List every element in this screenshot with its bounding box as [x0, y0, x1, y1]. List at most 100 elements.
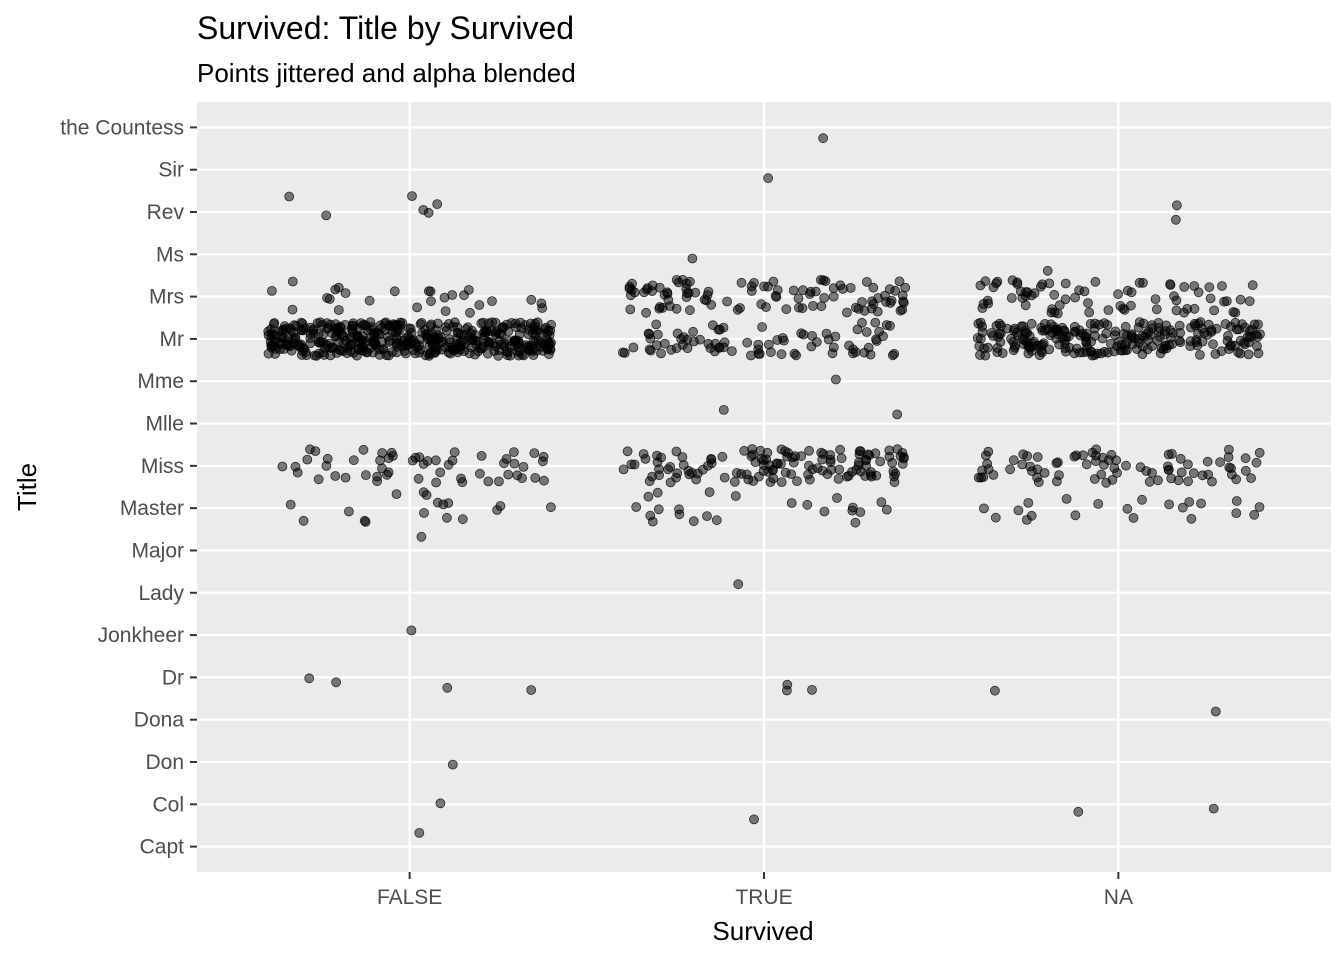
scatter-point — [895, 451, 906, 462]
scatter-point — [722, 296, 732, 307]
scatter-point — [652, 487, 663, 498]
scatter-point — [474, 468, 485, 479]
scatter-point — [659, 289, 670, 300]
scatter-point — [1085, 318, 1096, 329]
scatter-point — [509, 447, 519, 458]
scatter-point — [819, 292, 830, 303]
scatter-point — [651, 319, 662, 330]
scatter-point — [828, 342, 839, 353]
y-tick-label: Lady — [138, 582, 184, 605]
scatter-point — [287, 304, 298, 315]
scatter-point — [302, 454, 313, 465]
scatter-point — [1102, 319, 1113, 330]
scatter-point — [1165, 279, 1175, 290]
y-tick-label: Ms — [156, 243, 184, 266]
scatter-point — [373, 328, 384, 339]
scatter-point — [861, 327, 872, 337]
scatter-point — [977, 321, 988, 332]
y-tick-label: Mme — [137, 370, 184, 393]
scatter-point — [798, 329, 809, 340]
scatter-point — [816, 301, 827, 312]
scatter-point — [988, 282, 999, 293]
scatter-point — [816, 447, 827, 458]
scatter-point — [441, 512, 452, 523]
scatter-point — [1240, 322, 1250, 333]
scatter-point — [892, 409, 903, 420]
scatter-point — [1112, 341, 1123, 352]
scatter-point — [396, 341, 407, 352]
scatter-point — [746, 451, 757, 462]
scatter-point — [1121, 460, 1131, 471]
scatter-point — [765, 477, 776, 487]
scatter-point — [493, 476, 504, 487]
scatter-point — [430, 455, 441, 466]
scatter-point — [1172, 200, 1182, 211]
scatter-point — [756, 299, 767, 310]
scatter-point — [1186, 322, 1196, 333]
scatter-point — [982, 458, 993, 469]
scatter-point — [1089, 474, 1100, 484]
scatter-point — [457, 514, 468, 525]
scatter-point — [1147, 467, 1157, 478]
scatter-point — [1070, 326, 1081, 337]
y-tick-label: Col — [152, 793, 184, 816]
y-axis: Capt Col Don Dona Dr Jonkheer Lady Major Master M… — [60, 116, 197, 859]
scatter-point — [865, 349, 876, 360]
scatter-point — [1039, 467, 1050, 478]
scatter-point — [1166, 332, 1176, 343]
scatter-point — [732, 304, 743, 315]
scatter-point — [1240, 465, 1251, 476]
scatter-point — [456, 473, 466, 484]
scatter-point — [1115, 300, 1126, 311]
scatter-point — [1211, 323, 1222, 334]
scatter-point — [372, 476, 383, 487]
x-tick-label: NA — [1104, 886, 1133, 909]
scatter-point — [1254, 447, 1265, 458]
scatter-point — [1163, 461, 1173, 472]
scatter-point — [512, 470, 523, 481]
scatter-point — [406, 327, 417, 338]
scatter-point — [368, 336, 379, 347]
scatter-point — [691, 474, 702, 485]
scatter-point — [1153, 475, 1163, 486]
scatter-point — [807, 685, 817, 695]
scatter-point — [526, 685, 537, 695]
scatter-point — [810, 286, 821, 297]
scatter-point — [356, 318, 366, 329]
x-axis: FALSE TRUE NA — [377, 872, 1133, 909]
scatter-point — [811, 337, 822, 347]
scatter-point — [687, 253, 698, 264]
scatter-point — [298, 325, 309, 336]
scatter-point — [493, 350, 504, 361]
scatter-point — [978, 298, 989, 309]
scatter-point — [365, 317, 376, 328]
scatter-point — [1045, 330, 1056, 341]
x-axis-label: Survived — [712, 916, 813, 946]
scatter-point — [1090, 276, 1101, 287]
scatter-point — [1227, 469, 1237, 480]
scatter-point — [1197, 323, 1207, 334]
scatter-point — [1182, 303, 1193, 314]
scatter-point — [1027, 466, 1037, 477]
scatter-point — [1233, 347, 1243, 358]
scatter-point — [828, 283, 839, 294]
scatter-point — [1230, 307, 1241, 318]
scatter-point — [390, 327, 401, 338]
scatter-point — [788, 285, 799, 296]
scatter-point — [850, 517, 861, 528]
y-tick-label: Capt — [140, 836, 185, 859]
scatter-point — [539, 475, 549, 486]
scatter-point — [786, 498, 797, 508]
scatter-point — [523, 324, 534, 335]
scatter-point — [754, 471, 764, 482]
scatter-point — [643, 491, 654, 502]
scatter-point — [995, 337, 1006, 347]
scatter-point — [706, 454, 717, 465]
scatter-point — [359, 515, 370, 526]
scatter-point — [1122, 503, 1133, 514]
scatter-point — [844, 340, 854, 351]
scatter-point — [681, 292, 692, 303]
scatter-point — [631, 502, 642, 512]
scatter-point — [1051, 458, 1062, 469]
